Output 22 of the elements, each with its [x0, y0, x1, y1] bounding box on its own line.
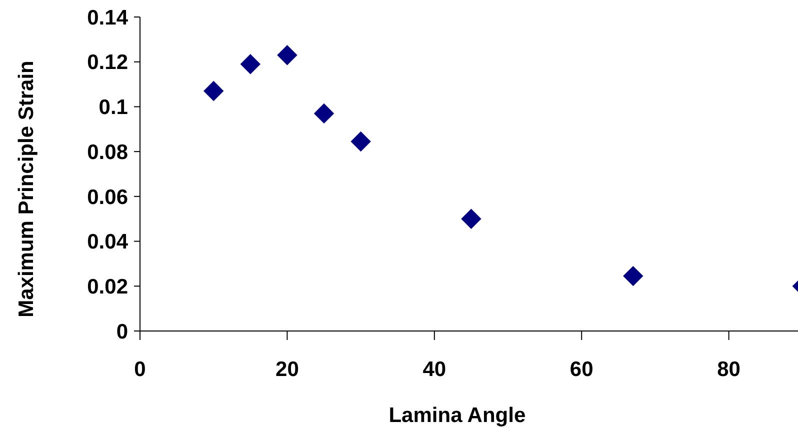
- y-tick-label: 0.02: [87, 275, 128, 298]
- point: [350, 131, 371, 152]
- point: [314, 103, 334, 124]
- point: [277, 45, 298, 66]
- y-tick-label: 0: [116, 320, 128, 344]
- x-tick-label: 80: [717, 358, 740, 381]
- y-tick-label: 0.12: [87, 51, 128, 74]
- y-axis-title: Maximum Principle Strain: [15, 60, 38, 318]
- y-tick-label: 0.1: [98, 96, 128, 120]
- y-tick-label: 0.08: [87, 140, 128, 164]
- y-tick-label: 0.04: [87, 230, 128, 254]
- point: [240, 54, 260, 74]
- x-tick-label: 0: [134, 358, 146, 381]
- x-axis-title: Lamina Angle: [388, 404, 526, 427]
- x-tick-label: 60: [570, 358, 594, 381]
- y-tick-label: 0.14: [87, 6, 128, 30]
- x-tick-label: 40: [422, 358, 446, 381]
- y-tick-label: 0.06: [87, 186, 128, 209]
- point: [623, 266, 644, 286]
- point: [204, 80, 224, 102]
- x-tick-label: 20: [276, 358, 299, 381]
- point: [461, 208, 482, 229]
